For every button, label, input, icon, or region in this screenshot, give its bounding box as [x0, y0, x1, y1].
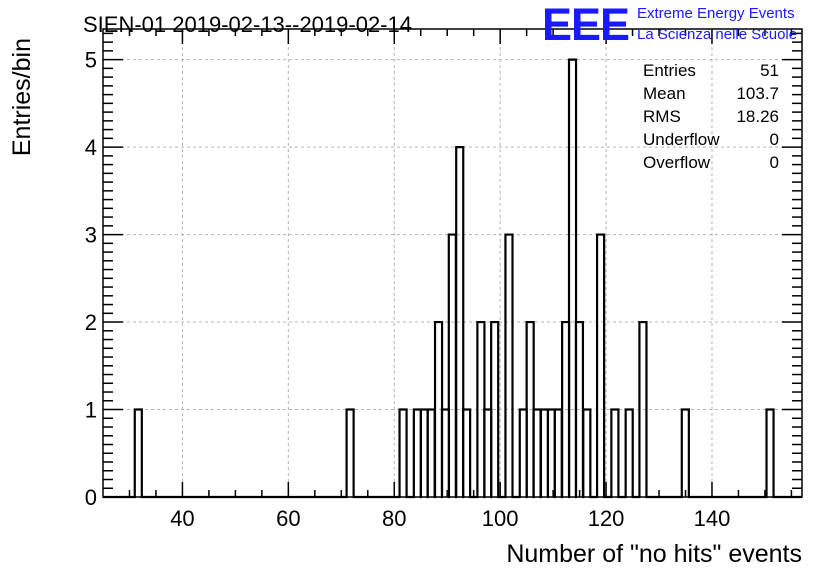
y-axis-label: Entries/bin [8, 38, 36, 156]
x-axis-label: Number of "no hits" events [506, 540, 802, 568]
stats-entries-value: 51 [760, 61, 779, 80]
stats-rms-value: 18.26 [736, 107, 779, 126]
plot-frame [102, 28, 803, 498]
y-tick-label: 3 [85, 223, 97, 248]
stats-mean-label: Mean [643, 84, 686, 103]
x-tick-label: 40 [170, 506, 194, 531]
stats-box: Entries 51 Mean 103.7 RMS 18.26 Underflo… [643, 61, 779, 172]
eee-logo: EEE Extreme Energy Events La Scienza nel… [542, 0, 797, 50]
x-tick-label: 120 [588, 506, 625, 531]
y-tick-label: 2 [85, 310, 97, 335]
stats-entries-label: Entries [643, 61, 696, 80]
x-tick-label: 100 [482, 506, 519, 531]
x-tick-label: 60 [276, 506, 300, 531]
x-tick-label: 80 [382, 506, 406, 531]
logo-mark: EEE [542, 0, 629, 50]
y-tick-label: 4 [85, 135, 97, 160]
stats-overflow-label: Overflow [643, 153, 711, 172]
y-tick-label: 1 [85, 398, 97, 423]
stats-overflow-value: 0 [770, 153, 779, 172]
axes: 40 60 80 100 120 140 0 1 2 3 4 5 [85, 29, 802, 531]
x-tick-label: 140 [694, 506, 731, 531]
y-tick-label: 5 [85, 48, 97, 73]
logo-line-1: Extreme Energy Events [637, 5, 795, 22]
stats-underflow-value: 0 [770, 130, 779, 149]
stats-mean-value: 103.7 [736, 84, 779, 103]
y-tick-label: 0 [85, 485, 97, 510]
logo-line-2: La Scienza nelle Scuole [637, 26, 797, 43]
chart-title: SIEN-01 2019-02-13--2019-02-14 [83, 12, 412, 37]
stats-underflow-label: Underflow [643, 130, 720, 149]
stats-rms-label: RMS [643, 107, 681, 126]
